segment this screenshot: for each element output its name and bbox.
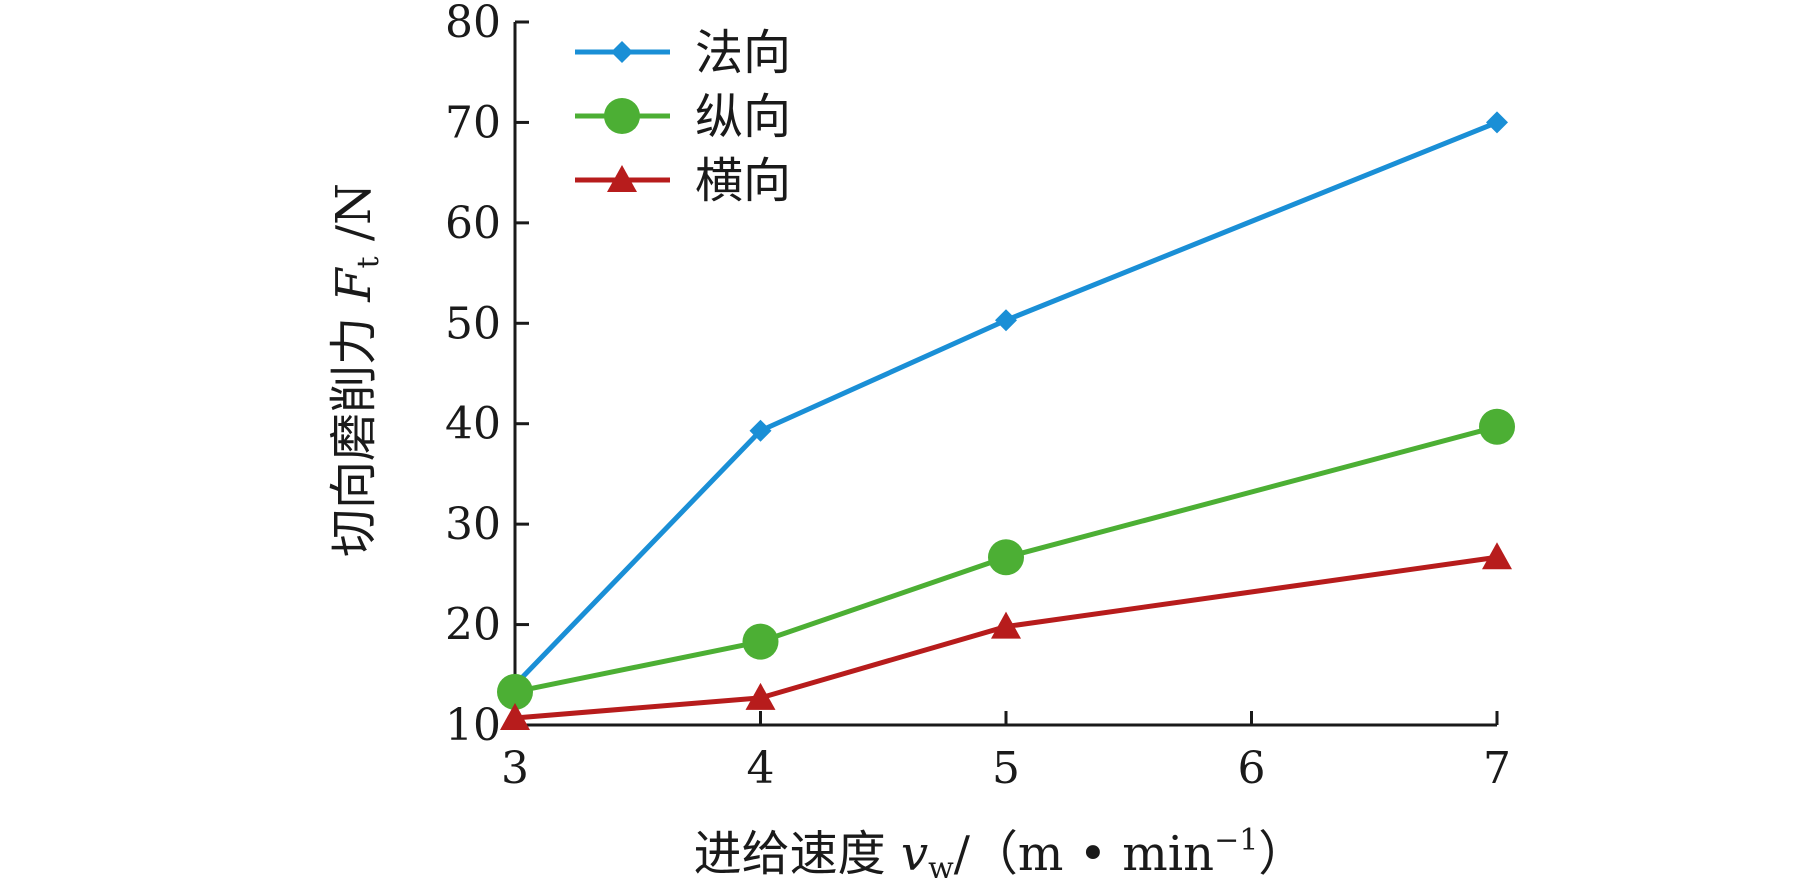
data-point — [1482, 542, 1512, 570]
series-line — [513, 120, 1498, 687]
series-layer — [497, 111, 1515, 730]
data-point — [1486, 111, 1508, 134]
series-2 — [497, 408, 1515, 710]
y-tick-label: 30 — [445, 499, 501, 550]
legend-marker — [611, 41, 633, 63]
data-point — [497, 673, 533, 710]
legend-label: 横向 — [695, 153, 791, 209]
y-tick-label: 70 — [445, 97, 501, 148]
y-tick-label: 60 — [445, 198, 501, 249]
y-tick-label: 50 — [445, 298, 501, 349]
x-tick-label: 7 — [1483, 743, 1511, 794]
data-point — [988, 539, 1024, 576]
legend-label: 法向 — [695, 25, 791, 81]
data-point — [1479, 408, 1515, 445]
legend-label: 纵向 — [695, 89, 791, 145]
legend-item: 纵向 — [575, 89, 791, 145]
y-tick-label: 10 — [445, 700, 501, 751]
x-axis-title: 进给速度 vw/（m • min−1） — [694, 823, 1307, 886]
y-axis-title: 切向磨削力 Ft /N — [326, 183, 386, 557]
data-point — [500, 702, 530, 730]
data-point — [742, 623, 779, 660]
series-line — [514, 554, 1498, 721]
data-point — [749, 419, 772, 442]
legend-marker — [607, 165, 637, 192]
axes: 10 20 30 40 50 60 70 80 3 4 5 6 7 — [445, 0, 1511, 794]
legend-item: 横向 — [575, 153, 791, 209]
series-line — [514, 424, 1498, 695]
data-point — [995, 309, 1017, 332]
y-tick-label: 80 — [445, 0, 501, 48]
legend-marker — [604, 98, 640, 134]
x-tick-label: 3 — [501, 743, 529, 794]
x-tick-label: 4 — [747, 743, 775, 794]
x-tick-label: 5 — [992, 743, 1020, 794]
x-tick-label: 6 — [1238, 743, 1266, 794]
series-1 — [504, 111, 1508, 696]
legend-item: 法向 — [575, 25, 791, 81]
data-point — [991, 611, 1021, 639]
series-3 — [500, 542, 1512, 730]
y-tick-label: 20 — [445, 600, 501, 651]
y-tick-label: 40 — [445, 399, 501, 450]
data-point — [745, 682, 776, 710]
